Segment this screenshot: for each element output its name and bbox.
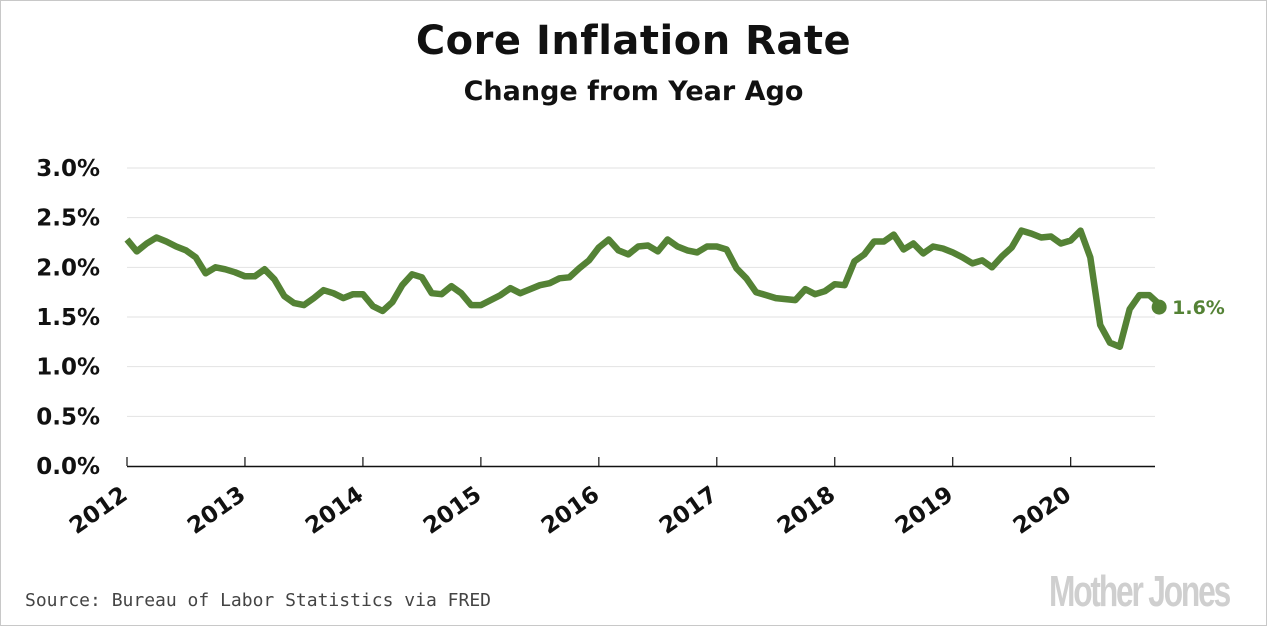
x-axis: 2012 2013 2014 2015 2016 2017 2018 2019 2020 <box>65 457 1155 540</box>
y-tick-label: 2.0% <box>36 255 100 281</box>
chart-subtitle: Change from Year Ago <box>463 76 804 107</box>
publisher-logo: Mother Jones <box>1048 567 1231 616</box>
series-line <box>124 227 1162 351</box>
chart-title: Core Inflation Rate <box>415 18 852 64</box>
y-tick-label: 0.0% <box>36 454 100 480</box>
y-axis: 0.0% 0.5% 1.0% 1.5% 2.0% 2.5% 3.0% <box>36 156 100 480</box>
x-tick-label: 2015 <box>419 482 486 540</box>
x-tick-label: 2019 <box>891 482 958 540</box>
x-tick-label: 2016 <box>537 482 604 540</box>
series-layer: 1.6% <box>124 227 1225 351</box>
y-tick-label: 1.0% <box>36 355 100 381</box>
x-tick-label: 2018 <box>773 482 840 540</box>
x-tick-label: 2012 <box>65 482 132 540</box>
x-tick-label: 2017 <box>655 482 722 540</box>
end-value-label: 1.6% <box>1172 297 1225 319</box>
y-tick-label: 3.0% <box>36 156 100 182</box>
x-tick-label: 2013 <box>183 482 250 540</box>
end-point-marker <box>1151 299 1167 315</box>
y-tick-label: 0.5% <box>36 404 100 430</box>
gridlines <box>127 167 1155 417</box>
x-tick-label: 2014 <box>301 482 368 540</box>
x-tick-label: 2020 <box>1009 482 1076 540</box>
y-tick-label: 1.5% <box>36 305 100 331</box>
y-tick-label: 2.5% <box>36 206 100 232</box>
source-note: Source: Bureau of Labor Statistics via F… <box>25 590 491 611</box>
